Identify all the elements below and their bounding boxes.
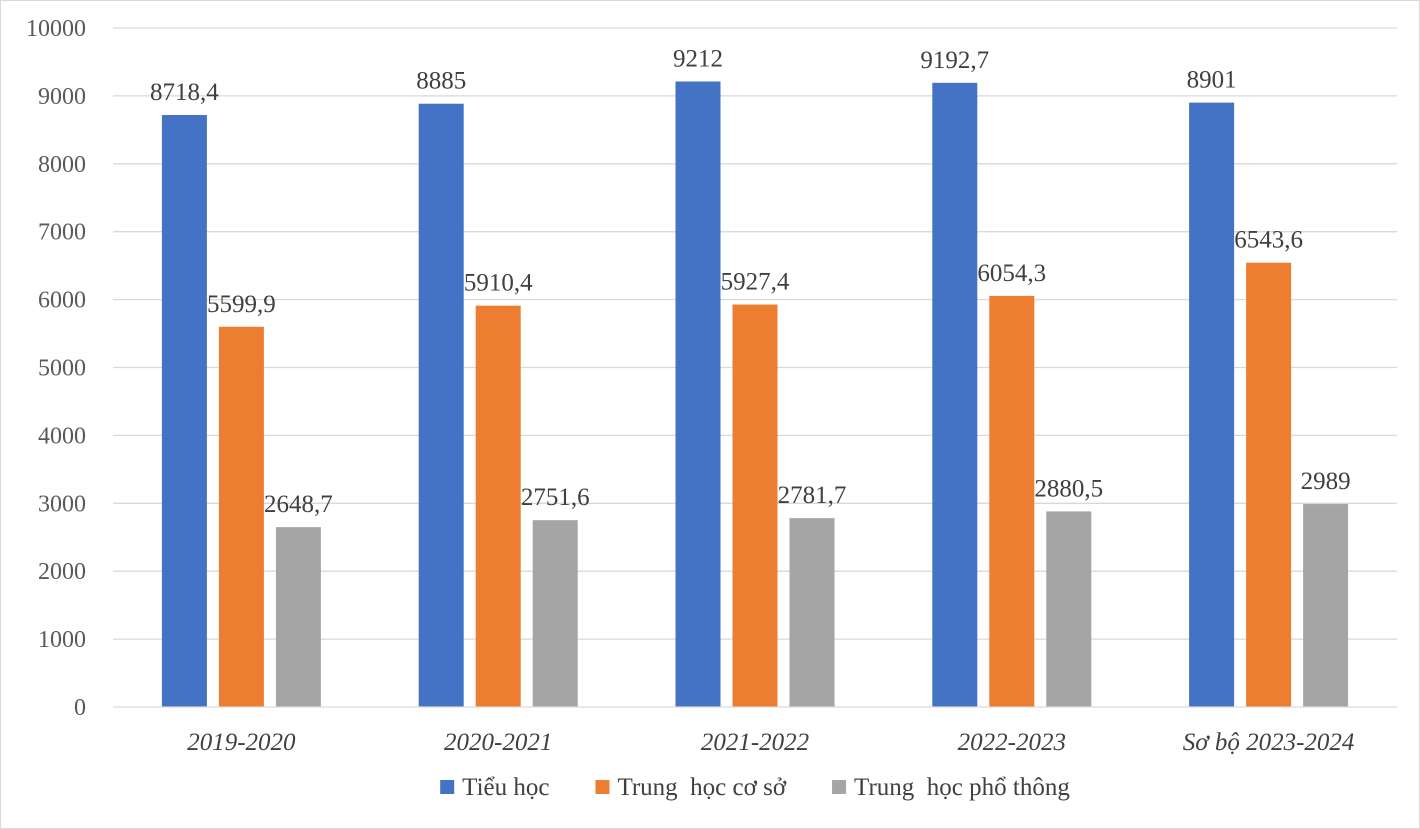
data-label: 2648,7: [264, 491, 333, 518]
bar: [532, 520, 578, 707]
bar: [932, 82, 978, 707]
data-label: 2751,6: [521, 484, 590, 511]
legend-swatch: [440, 780, 455, 794]
y-tick-label: 0: [74, 695, 86, 721]
legend-label: Tiểu học: [462, 774, 549, 801]
x-axis: 2019-2020 2020-2021 2021-2022 2022-2023 Sơ b…: [113, 706, 1397, 756]
y-tick-label: 3000: [38, 491, 86, 517]
data-label: 6543,6: [1234, 227, 1303, 254]
data-label: 9212: [673, 46, 723, 73]
y-tick-label: 5000: [38, 356, 86, 382]
x-tick-label: 2019-2020: [187, 729, 296, 756]
bar: [1303, 504, 1349, 707]
legend-label: Trung học cơ sở: [617, 774, 786, 801]
data-label: 8718,4: [150, 79, 219, 106]
legend-item: Trung học cơ sở: [595, 774, 787, 801]
legend-swatch: [595, 780, 610, 794]
bar: [418, 103, 464, 708]
data-label: 6054,3: [977, 260, 1046, 287]
legend-swatch: [832, 780, 847, 794]
bar: [732, 304, 778, 707]
legend-label: Trung học phổ thông: [854, 774, 1070, 801]
data-labels: 8718,4 5599,9 2648,7 8885 5910,4 2751,6 9212 59…: [150, 46, 1351, 519]
bar: [1046, 511, 1092, 707]
y-tick-label: 9000: [38, 84, 86, 110]
y-tick-label: 4000: [38, 423, 86, 449]
data-label: 8885: [416, 68, 466, 95]
x-tick-label: 2022-2023: [958, 729, 1066, 756]
bar: [218, 326, 264, 707]
y-tick-label: 10000: [26, 16, 86, 42]
bar: [161, 115, 207, 708]
y-tick-label: 7000: [38, 220, 86, 246]
bar: [1189, 102, 1235, 708]
data-label: 5910,4: [464, 270, 533, 297]
bars: [161, 81, 1349, 708]
bar: [989, 295, 1035, 707]
bar: [675, 81, 721, 708]
legend-item: Tiểu học: [440, 774, 549, 801]
y-tick-label: 6000: [38, 288, 86, 314]
data-label: 5927,4: [721, 269, 790, 296]
y-tick-label: 8000: [38, 152, 86, 178]
data-label: 2781,7: [778, 482, 847, 509]
y-tick-label: 1000: [38, 627, 86, 653]
x-tick-label: Sơ bộ 2023-2024: [1183, 729, 1355, 756]
data-label: 5599,9: [207, 291, 276, 318]
y-tick-label: 2000: [38, 559, 86, 585]
data-label: 8901: [1187, 67, 1237, 94]
bar: [789, 518, 835, 707]
data-label: 2880,5: [1034, 475, 1103, 502]
data-label: 2989: [1301, 468, 1351, 495]
x-tick-label: 2020-2021: [444, 729, 552, 756]
gridlines: [113, 27, 1397, 640]
y-axis-ticks: 0 1000 2000 3000 4000 5000 6000 7000 8000 9000 100…: [26, 16, 86, 721]
x-tick-label: 2021-2022: [701, 729, 809, 756]
bar: [275, 527, 321, 707]
legend-item: Trung học phổ thông: [832, 774, 1070, 801]
data-label: 9192,7: [920, 47, 989, 74]
bar: [1246, 262, 1292, 707]
bar: [475, 305, 521, 707]
legend: Tiểu học Trung học cơ sở Trung học phổ thô…: [440, 774, 1070, 801]
